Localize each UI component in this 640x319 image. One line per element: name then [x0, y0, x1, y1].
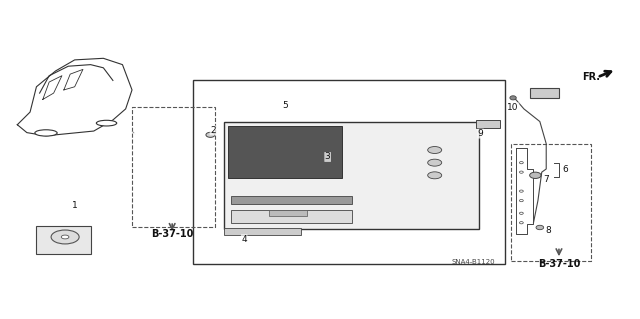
Text: 10: 10: [508, 103, 519, 112]
Ellipse shape: [206, 132, 215, 137]
Text: 9: 9: [477, 129, 483, 138]
Circle shape: [51, 230, 79, 244]
Circle shape: [61, 235, 69, 239]
Text: 4: 4: [241, 235, 247, 244]
Text: 3: 3: [324, 152, 330, 161]
Text: B-37-10: B-37-10: [538, 259, 580, 269]
Bar: [36, 226, 91, 254]
Ellipse shape: [35, 130, 57, 136]
Ellipse shape: [520, 212, 524, 214]
FancyBboxPatch shape: [225, 122, 479, 229]
Ellipse shape: [428, 172, 442, 179]
Ellipse shape: [510, 96, 516, 100]
Text: 6: 6: [563, 165, 568, 174]
Bar: [269, 210, 307, 216]
Text: SNA4-B1120: SNA4-B1120: [451, 259, 495, 265]
Ellipse shape: [520, 222, 524, 224]
Bar: [531, 88, 559, 98]
Text: 5: 5: [282, 101, 288, 110]
Ellipse shape: [536, 225, 543, 230]
Bar: [476, 120, 500, 128]
Ellipse shape: [520, 199, 524, 202]
Text: 1: 1: [72, 201, 77, 210]
Text: 2: 2: [210, 126, 216, 135]
Bar: [231, 196, 352, 204]
Bar: [225, 228, 301, 235]
Text: 8: 8: [545, 226, 551, 235]
Ellipse shape: [530, 172, 541, 178]
Bar: [228, 126, 342, 178]
Ellipse shape: [97, 120, 116, 126]
Ellipse shape: [428, 146, 442, 153]
Text: FR.: FR.: [582, 72, 600, 82]
Ellipse shape: [428, 159, 442, 166]
Ellipse shape: [321, 158, 329, 162]
Text: 7: 7: [543, 174, 549, 184]
Ellipse shape: [520, 161, 524, 164]
Ellipse shape: [520, 190, 524, 192]
Text: B-37-10: B-37-10: [151, 229, 193, 239]
Bar: [231, 210, 352, 223]
Ellipse shape: [520, 171, 524, 173]
